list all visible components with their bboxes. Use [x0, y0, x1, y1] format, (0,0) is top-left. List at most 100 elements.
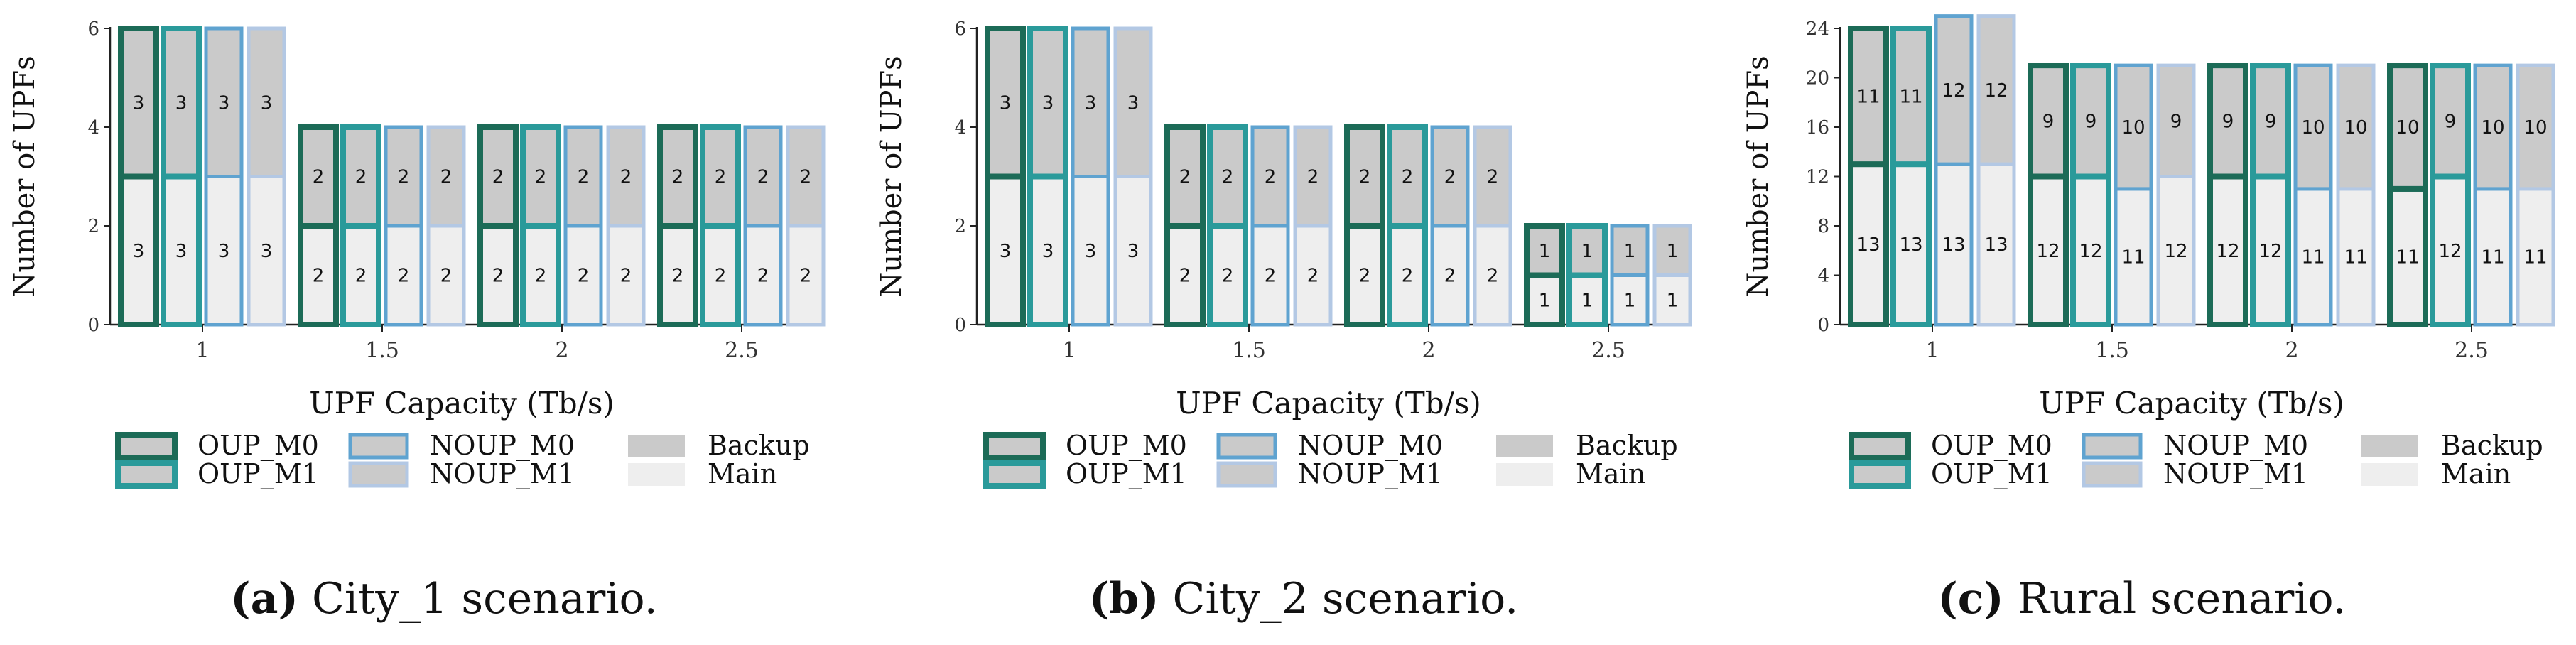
panel1-OUP_M1-2.5-main-label: 1	[1581, 290, 1593, 311]
panel2-OUP_M1-2-backup-label: 9	[2265, 111, 2277, 132]
panel0-legend-swatch-noup_m1	[348, 461, 409, 488]
panel2-xtick-label: 1.5	[2095, 338, 2129, 363]
panel1-OUP_M0-2-main-label: 2	[1359, 266, 1371, 287]
panel0-NOUP_M0-2-backup-label: 2	[578, 167, 590, 188]
panel1-ytick-label: 6	[954, 18, 966, 40]
panel0-OUP_M1-1-main-bar	[161, 173, 202, 327]
panel0-OUP_M1-2.5-main-label: 2	[715, 266, 727, 287]
panel1-NOUP_M0-1-backup-label: 3	[1085, 92, 1097, 114]
panel0-legend-label-noup_m1: NOUP_M1	[430, 458, 575, 490]
panel2-legend-swatch-noup_m1	[2082, 461, 2143, 488]
panel0-NOUP_M0-1.5-backup-label: 2	[398, 167, 410, 188]
panel1-NOUP_M0-2.5-backup-bar	[1610, 224, 1650, 277]
panel0-ytick-label: 4	[87, 117, 99, 139]
panel2-ytick-label: 24	[1806, 18, 1829, 40]
panel0-OUP_M1-2.5-backup-bar	[700, 124, 741, 229]
panel0-legend-label-backup: Backup	[708, 430, 810, 461]
panel0-NOUP_M0-2-main-bar	[563, 224, 603, 327]
panel2-ylabel: Number of UPFs	[1742, 55, 1775, 297]
panel0-OUP_M1-2-backup-label: 2	[535, 167, 547, 188]
panel2-xtick-label: 2.5	[2455, 338, 2489, 363]
panel1-NOUP_M0-1.5-main-bar	[1250, 224, 1290, 327]
panel1-legend-label-noup_m1: NOUP_M1	[1298, 458, 1443, 490]
panel2-NOUP_M1-1.5-backup-label: 9	[2170, 111, 2182, 132]
panel2-legend-swatch-backup	[2361, 435, 2418, 457]
caption-c-letter: (c)	[1937, 574, 2004, 624]
panel1-OUP_M0-1-backup-bar	[985, 26, 1026, 180]
panel1-NOUP_M1-2-backup-bar	[1473, 125, 1512, 228]
panel1-legend-swatch-oup_m1	[983, 460, 1046, 489]
panel2-OUP_M0-1.5-backup-label: 9	[2042, 111, 2055, 132]
panel0-OUP_M0-2.5-backup-label: 2	[672, 167, 684, 188]
panel1-OUP_M0-2-backup-bar	[1344, 124, 1385, 229]
panel1-OUP_M1-1.5-backup-bar	[1207, 124, 1248, 229]
panel2-NOUP_M0-2.5-main-label: 11	[2481, 246, 2504, 268]
panel0-OUP_M0-1.5-backup-bar	[298, 124, 339, 229]
panel2-NOUP_M0-2-main-label: 11	[2301, 246, 2325, 268]
panel2-OUP_M1-1.5-backup-label: 9	[2085, 111, 2097, 132]
panel0-OUP_M1-1-main-label: 3	[175, 241, 188, 262]
panel1-NOUP_M0-2-main-label: 2	[1444, 266, 1456, 287]
panel2-NOUP_M0-1-main-label: 13	[1942, 234, 1965, 256]
panel2-legend-label-oup_m1: OUP_M1	[1931, 458, 2052, 490]
panel0-NOUP_M1-1.5-main-bar	[426, 224, 466, 327]
panel1-NOUP_M1-2-main-label: 2	[1487, 266, 1499, 287]
panel0-OUP_M1-2.5-main-bar	[700, 223, 741, 327]
panel1-OUP_M0-1.5-main-bar	[1164, 223, 1206, 327]
panel0-OUP_M0-2.5-main-label: 2	[672, 266, 684, 287]
panel2-NOUP_M1-1-backup-bar	[1976, 14, 2016, 166]
panel0-legend-swatch-oup_m0	[115, 432, 178, 460]
panel1-NOUP_M0-1-backup-bar	[1071, 26, 1110, 178]
panel0-xtick-label: 1.5	[365, 338, 399, 363]
panel0-OUP_M1-1.5-backup-label: 2	[355, 167, 367, 188]
panel0-NOUP_M0-2.5-backup-bar	[743, 125, 783, 228]
panel2-OUP_M0-1-main-label: 13	[1856, 234, 1880, 256]
panel2-NOUP_M1-1.5-backup-bar	[2156, 63, 2196, 178]
panel2-ytick-label: 8	[1817, 216, 1829, 237]
panel1-NOUP_M1-2.5-backup-label: 1	[1667, 241, 1679, 262]
caption-c-text: Rural scenario.	[2003, 574, 2347, 624]
panel0-legend-label-oup_m0: OUP_M0	[197, 430, 319, 462]
panel2-ytick-label: 16	[1806, 117, 1829, 139]
panel2-NOUP_M1-2-backup-bar	[2336, 63, 2376, 191]
panel1-legend-swatch-noup_m1	[1216, 461, 1277, 488]
panel0-OUP_M0-1-backup-label: 3	[133, 92, 145, 114]
panel1-NOUP_M0-2.5-main-label: 1	[1624, 290, 1636, 311]
panel1-NOUP_M0-2-main-bar	[1430, 224, 1470, 327]
panel0-OUP_M1-1.5-main-label: 2	[355, 266, 367, 287]
panel1-NOUP_M0-2-backup-label: 2	[1444, 167, 1456, 188]
panel0-NOUP_M1-2-backup-label: 2	[620, 167, 632, 188]
caption-b-text: City_2 scenario.	[1159, 574, 1519, 624]
panel1-NOUP_M0-2.5-backup-label: 1	[1624, 241, 1636, 262]
panel1-ytick-label: 2	[954, 216, 966, 237]
panel0-OUP_M1-1-backup-label: 3	[175, 92, 188, 114]
panel1-xtick-label: 1.5	[1232, 338, 1266, 363]
panel0-NOUP_M1-2-main-label: 2	[620, 266, 632, 287]
panel2-OUP_M0-1-backup-bar	[1848, 26, 1889, 168]
panel0-NOUP_M1-1-main-bar	[247, 175, 286, 327]
panel0-NOUP_M0-1.5-main-label: 2	[398, 266, 410, 287]
panel2-NOUP_M1-2.5-main-label: 11	[2523, 246, 2547, 268]
panel1-legend-label-oup_m0: OUP_M0	[1066, 430, 1187, 462]
caption-c: (c) Rural scenario.	[1698, 574, 2576, 624]
panel1-OUP_M1-2-backup-label: 2	[1402, 167, 1414, 188]
panel1-NOUP_M1-2.5-main-bar	[1652, 273, 1692, 327]
panel2-OUP_M0-1-backup-label: 11	[1856, 87, 1880, 108]
panel1-OUP_M1-2.5-backup-label: 1	[1581, 241, 1593, 262]
panel0-NOUP_M0-1-backup-bar	[204, 26, 244, 178]
panel0-OUP_M0-2-backup-bar	[477, 124, 519, 229]
panel2-NOUP_M0-1-main-bar	[1934, 162, 1974, 327]
panel0-OUP_M0-1.5-main-label: 2	[313, 266, 325, 287]
panel2-NOUP_M0-2-backup-label: 10	[2301, 117, 2325, 139]
panel0-NOUP_M0-2-main-label: 2	[578, 266, 590, 287]
panel0-xlabel: UPF Capacity (Tb/s)	[309, 386, 615, 421]
panel2-legend-label-noup_m0: NOUP_M0	[2163, 430, 2308, 462]
panel1-NOUP_M0-1-main-label: 3	[1085, 241, 1097, 262]
panel2-NOUP_M0-1.5-backup-label: 10	[2121, 117, 2145, 139]
panel2-NOUP_M1-1-main-label: 13	[1984, 234, 2008, 256]
panel1-NOUP_M1-1.5-main-label: 2	[1307, 266, 1319, 287]
panel1-NOUP_M1-2.5-backup-bar	[1652, 224, 1692, 277]
panel0-ytick-label: 0	[87, 315, 99, 336]
panel2-NOUP_M1-1.5-main-label: 12	[2164, 241, 2187, 262]
